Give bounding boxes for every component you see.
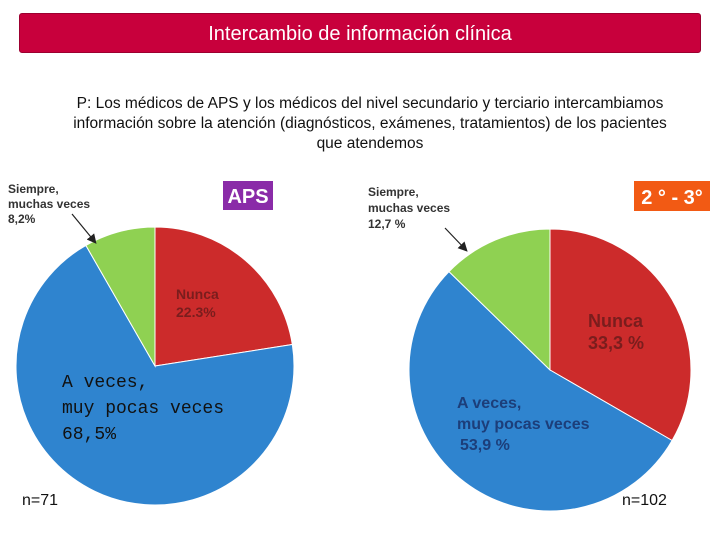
aps-slice-nunca xyxy=(154,226,293,367)
sec-label-siempre: Siempre, muchas veces 12,7 % xyxy=(368,185,453,231)
sec-slice-siempre xyxy=(448,228,551,372)
aps-label-nunca: Nunca 22.3% xyxy=(176,286,223,320)
sec-label-nunca: Nunca 33,3 % xyxy=(588,311,648,353)
sec-n-label: n=102 xyxy=(622,492,667,509)
sec-siempre-arrow xyxy=(444,227,468,252)
aps-slice-siempre xyxy=(85,226,156,368)
sec-label-a-veces: A veces, muy pocas veces 53,9 % xyxy=(457,395,594,454)
aps-chart: APS Nunca 22.3% A veces, muy pocas veces… xyxy=(8,181,295,509)
aps-label-a-veces: A veces, muy pocas veces 68,5% xyxy=(62,373,235,445)
aps-badge xyxy=(223,181,273,210)
survey-question: P: Los médicos de APS y los médicos del … xyxy=(73,95,667,152)
secondary-tertiary-chart: 2 ° - 3° Nunca 33,3 % A veces, muy pocas… xyxy=(368,181,710,512)
sec-slice-a-veces xyxy=(408,270,673,512)
aps-siempre-arrow xyxy=(71,213,97,244)
aps-n-label: n=71 xyxy=(22,492,58,509)
aps-slice-a-veces xyxy=(15,244,295,506)
aps-badge-label: APS xyxy=(227,186,268,208)
page-title: Intercambio de información clínica xyxy=(208,23,512,45)
sec-badge-label: 2 ° - 3° xyxy=(641,187,703,209)
sec-slice-nunca xyxy=(549,228,692,442)
sec-badge xyxy=(634,181,710,211)
aps-label-siempre: Siempre, muchas veces 8,2% xyxy=(8,182,93,226)
title-banner: Intercambio de información clínica xyxy=(19,13,701,53)
